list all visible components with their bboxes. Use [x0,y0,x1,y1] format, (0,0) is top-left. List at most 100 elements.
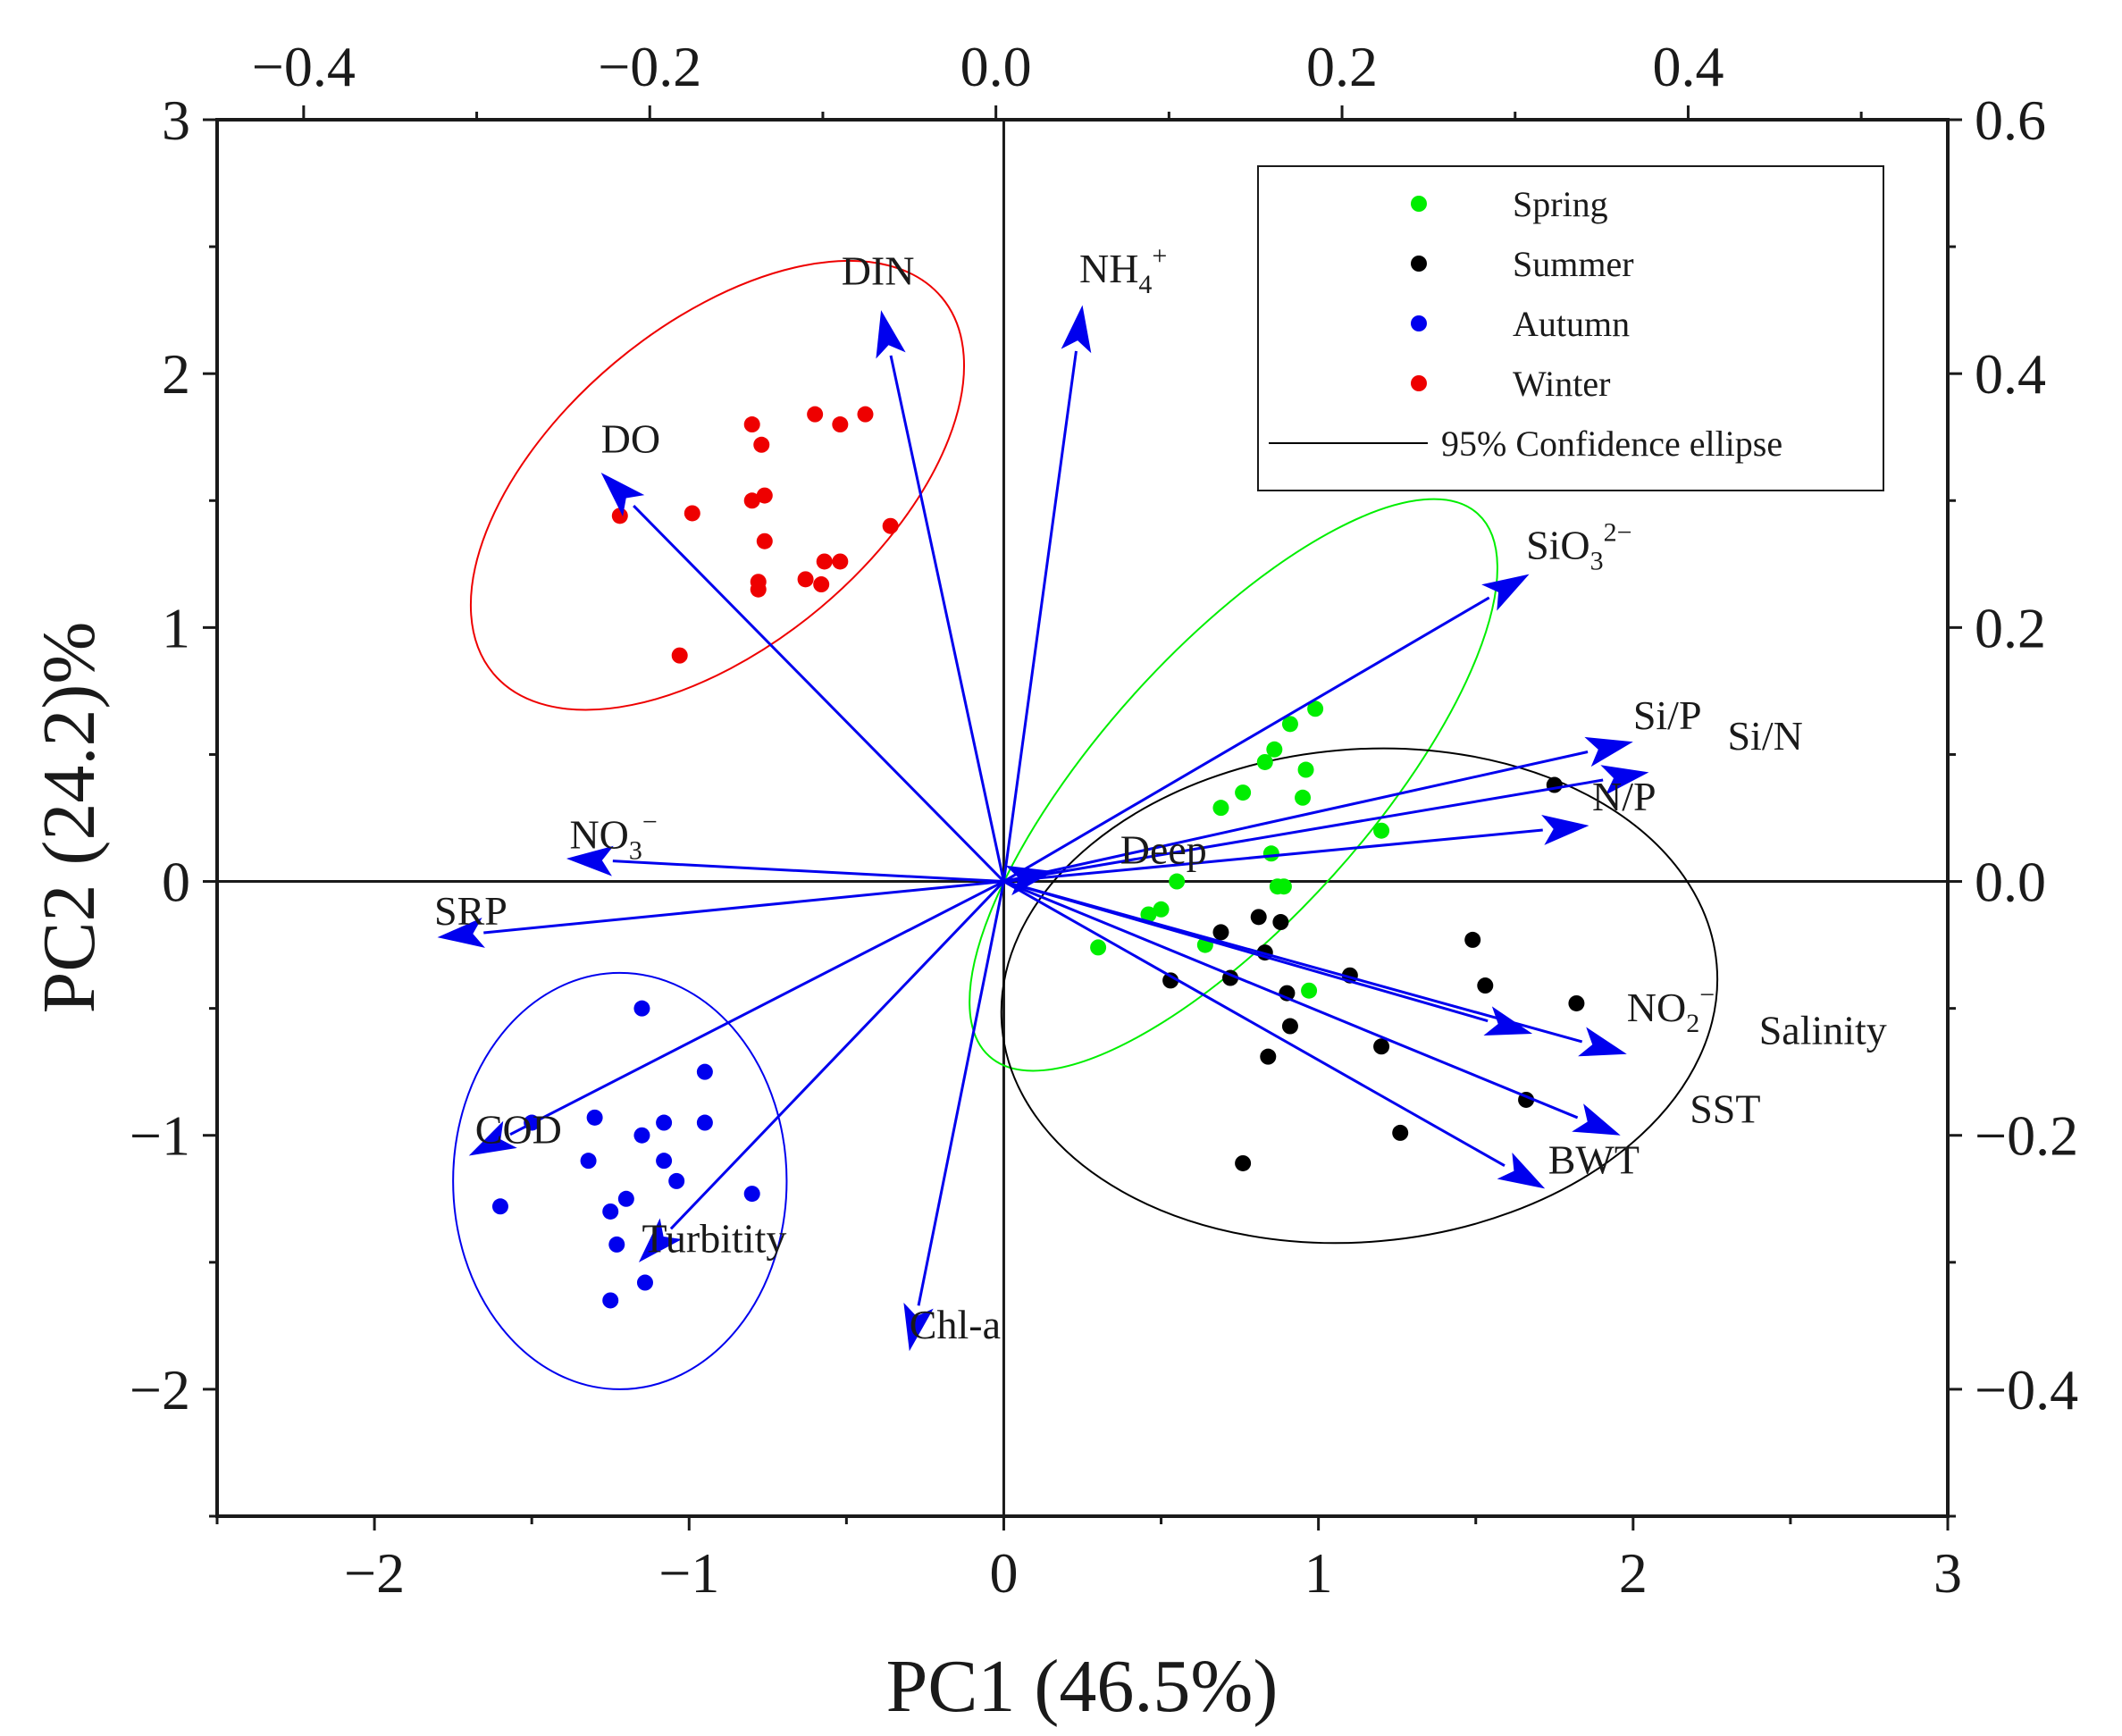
legend-label-spring: Spring [1513,184,1608,224]
legend-label-autumn: Autumn [1513,304,1630,344]
point-autumn [586,1109,603,1126]
loading-arrow-srp [483,880,1004,935]
axes: −2 −1 0 1 2 3 −2 −1 0 1 2 3 −0.4 −0.2 0.0 0.2 0.4 −0.4 −0.… [130,35,2078,1605]
right-tick-label: 0.2 [1975,596,2046,659]
legend: Spring Summer Autumn Winter 95% Confidence e… [1257,165,1884,491]
x-axis-title: PC1 (46.5%) [886,1645,1279,1728]
loading-arrowhead-turbitity [638,1218,683,1262]
legend-marker-autumn [1411,315,1427,331]
loading-arrowhead-salinity [1578,1027,1627,1057]
point-winter [684,505,700,522]
x-tick-label: −1 [658,1541,719,1605]
point-winter [743,492,760,509]
top-tick-label: −0.2 [598,35,701,98]
point-summer [1546,776,1563,793]
point-autumn [633,1000,650,1017]
loading-label-srp: SRP [434,888,507,934]
point-spring [1275,878,1292,895]
loading-arrows [437,305,1649,1352]
point-autumn [696,1114,713,1131]
loading-arrowhead-din [876,310,906,359]
point-winter [756,533,773,549]
loading-arrowhead-n-p [1541,815,1589,845]
point-winter [807,406,824,423]
point-summer [1162,972,1179,989]
loading-label-sst: SST [1690,1086,1760,1132]
sample-points [491,406,1585,1309]
point-summer [1392,1124,1409,1141]
point-winter [882,517,899,534]
loading-label-bwt: BWT [1548,1136,1640,1182]
point-autumn [491,1198,508,1215]
point-autumn [602,1292,619,1309]
point-spring [1373,822,1390,839]
loading-label-cod: COD [475,1106,562,1152]
point-spring [1212,800,1229,817]
y-axis-title: PC2 (24.2)% [28,622,111,1014]
loading-label-si-p: Si/P [1633,692,1702,738]
point-summer [1212,924,1229,941]
right-tick-label: 0.6 [1975,88,2046,152]
point-spring [1297,761,1314,778]
legend-label-winter: Winter [1513,364,1610,404]
point-spring [1262,845,1279,862]
loading-label-sio3: SiO32− [1526,518,1632,576]
point-autumn [668,1172,685,1189]
legend-marker-spring [1411,196,1427,212]
y-tick-label: −2 [130,1358,190,1422]
point-autumn [608,1236,625,1253]
loading-arrow-si-p [1003,751,1589,884]
loading-arrow-cod [509,880,1005,1136]
confidence-ellipse-autumn [452,971,788,1390]
legend-marker-summer [1411,256,1427,272]
point-summer [1235,1154,1252,1171]
zero-lines [217,120,1948,1516]
point-winter [750,581,767,598]
point-autumn [580,1153,597,1170]
point-autumn [696,1063,713,1080]
confidence-ellipse-summer [1000,747,1719,1245]
point-summer [1272,914,1289,931]
loading-arrow-bwt [1002,880,1506,1168]
loading-arrowhead-bwt [1497,1152,1546,1189]
loading-arrow-n-p [1003,828,1543,884]
loading-arrow-chl-a [917,881,1005,1306]
loading-arrowhead-do [600,473,645,516]
point-autumn [743,1186,760,1203]
point-summer [1373,1038,1390,1055]
point-summer [1281,1018,1298,1035]
loading-label-deep: Deep [1120,827,1207,873]
loading-arrowhead-sio32- [1481,574,1530,611]
confidence-ellipse-spring [969,498,1498,1072]
point-spring [1307,700,1324,717]
plot-frame [215,118,1950,1518]
top-tick-label: 0.0 [960,35,1032,98]
loading-label-turbitity: Turbitity [642,1215,786,1261]
point-summer [1260,1048,1277,1065]
point-summer [1568,994,1585,1011]
point-autumn [602,1203,619,1220]
loading-label-nh4: NH4+ [1079,241,1167,299]
point-winter [832,416,849,433]
confidence-ellipse-winter [469,259,966,711]
y-tick-label: 3 [162,88,190,152]
loading-arrow-do [633,505,1005,883]
point-spring [1153,901,1170,918]
loading-label-salinity: Salinity [1759,1007,1887,1053]
point-autumn [636,1274,653,1291]
point-winter [756,487,773,504]
point-winter [816,553,833,570]
point-spring [1140,906,1157,923]
point-autumn [617,1190,634,1207]
loading-label-no2: NO2− [1627,980,1715,1038]
loading-labels: DIN NH4+ DO SiO32− Si/P Si/N N/P Deep NO3− SRP NO2… [434,241,1887,1347]
x-tick-label: 2 [1619,1541,1648,1605]
loading-arrow-sst [1002,880,1579,1120]
point-winter [611,507,628,524]
point-winter [813,576,830,593]
legend-label-95-confidence-ellipse: 95% Confidence ellipse [1441,424,1782,464]
x-tick-label: 1 [1304,1541,1333,1605]
legend-marker-winter [1411,375,1427,391]
point-winter [753,436,770,453]
x-tick-label: −2 [344,1541,405,1605]
